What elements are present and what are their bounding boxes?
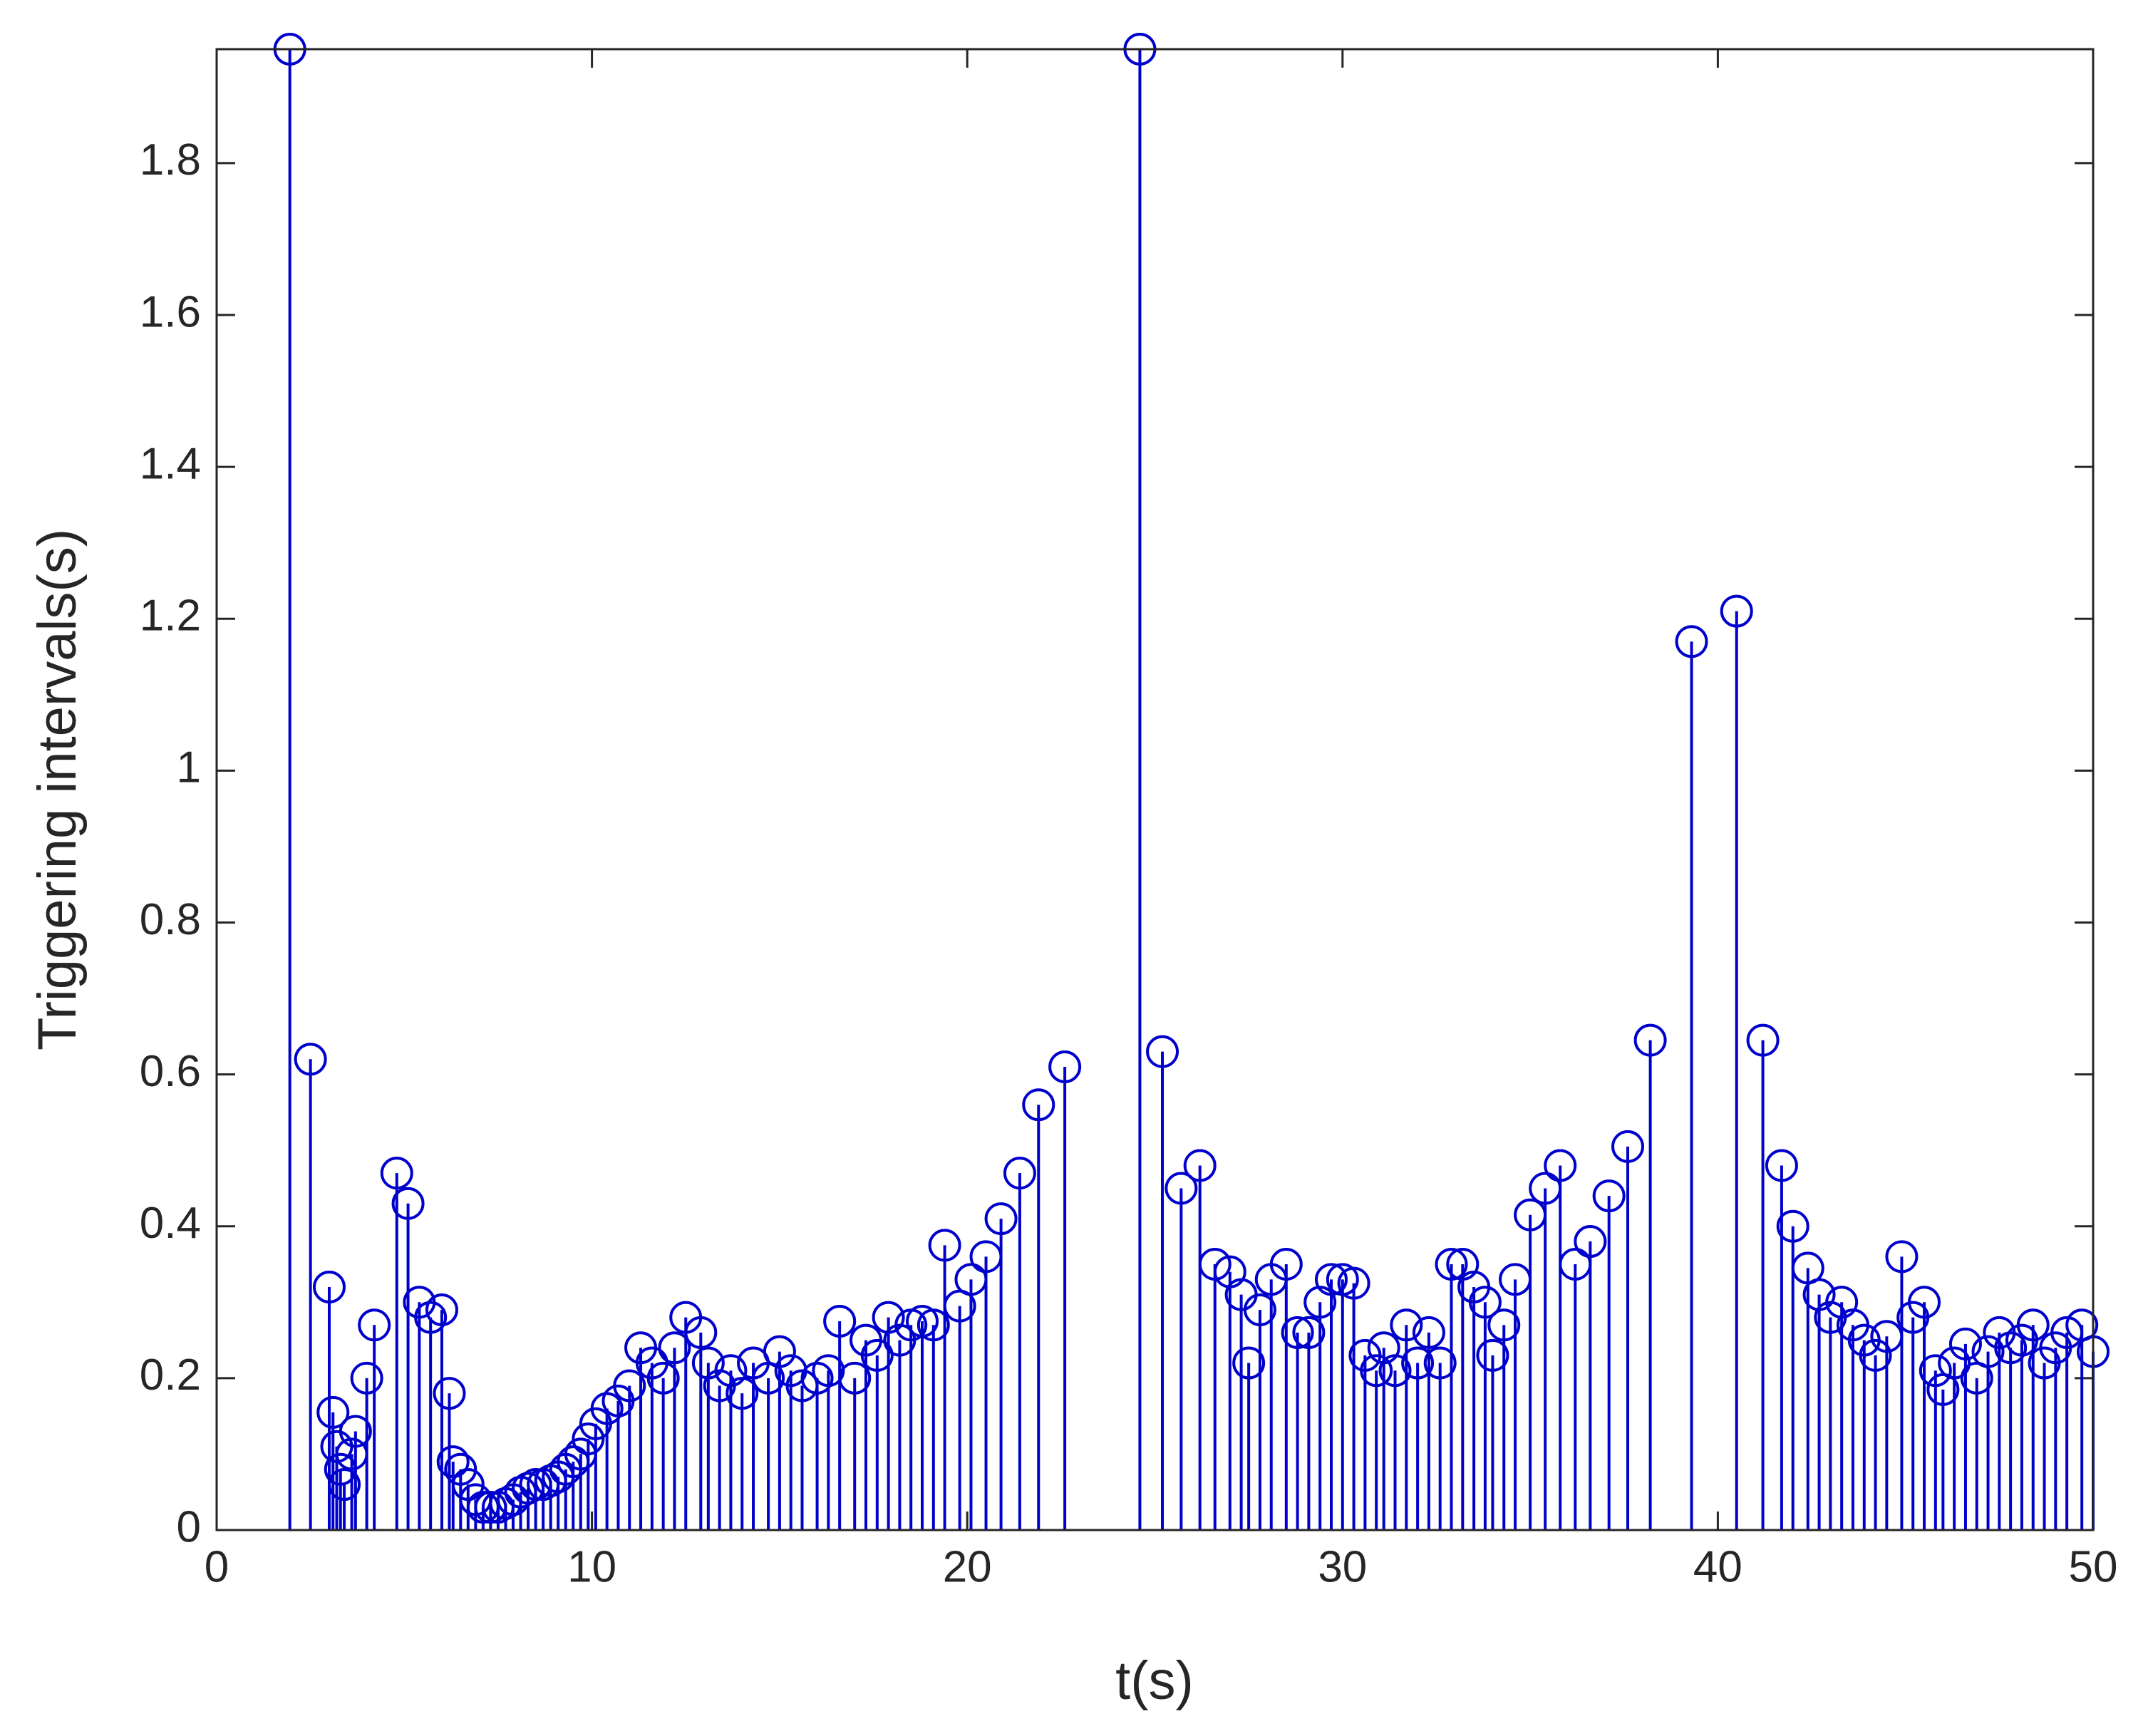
stem-marker <box>1885 1240 1919 1273</box>
stem-marker <box>916 1308 950 1342</box>
stem-marker <box>1544 1149 1577 1182</box>
y-tick-label: 1.4 <box>140 439 201 488</box>
stem-marker <box>1003 1157 1036 1190</box>
stem-marker <box>1243 1293 1276 1326</box>
stem-marker <box>590 1392 624 1425</box>
stem-marker <box>1776 1209 1809 1243</box>
stem-marker <box>1971 1335 2005 1368</box>
stem-marker <box>1948 1327 1982 1360</box>
y-tick-label: 0.4 <box>140 1199 201 1248</box>
y-tick-label: 0.2 <box>140 1350 201 1400</box>
stem-marker <box>391 1187 425 1220</box>
stem-marker <box>684 1316 718 1349</box>
stem-marker <box>984 1202 1018 1236</box>
stem-marker <box>1198 1248 1232 1281</box>
stem-marker <box>1859 1338 1892 1372</box>
stem-marker <box>1675 625 1708 658</box>
stem-marker <box>339 1415 372 1448</box>
x-tick-label: 50 <box>2069 1542 2118 1591</box>
stem-marker <box>312 1270 346 1303</box>
stem-marker <box>1022 1088 1055 1122</box>
stem-marker <box>1378 1354 1412 1388</box>
stem-marker <box>1994 1331 2028 1365</box>
stem-marker <box>433 1377 466 1410</box>
stem-marker <box>1048 1050 1082 1083</box>
stem-marker <box>1401 1346 1435 1380</box>
stem-marker <box>380 1157 413 1190</box>
stem-marker <box>763 1335 796 1368</box>
y-tick-label: 1.2 <box>140 591 201 641</box>
stem-marker <box>316 1395 350 1429</box>
stem-marker <box>1720 594 1753 628</box>
stem-marker <box>1183 1149 1217 1182</box>
stem-marker <box>444 1452 477 1486</box>
stem-marker <box>572 1422 605 1456</box>
y-tick-label: 1.6 <box>140 287 201 336</box>
stem-marker <box>1390 1308 1423 1342</box>
stem-marker <box>1765 1149 1798 1182</box>
y-tick-label: 1 <box>177 743 201 792</box>
y-tick-label: 0.6 <box>140 1047 201 1096</box>
x-tick-label: 30 <box>1318 1542 1367 1591</box>
stem-marker <box>425 1293 458 1326</box>
stem-marker <box>1165 1172 1198 1205</box>
y-axis-label: Triggering intervals(s) <box>27 529 88 1050</box>
x-tick-label: 0 <box>205 1542 229 1591</box>
stem-marker <box>1574 1225 1607 1259</box>
stem-marker <box>1146 1035 1179 1068</box>
stem-marker <box>1908 1286 1941 1319</box>
stem-marker <box>1746 1023 1780 1057</box>
stem-marker <box>860 1338 894 1372</box>
x-tick-label: 40 <box>1693 1542 1742 1591</box>
plot-frame <box>215 48 2095 1531</box>
stem-marker <box>1423 1346 1457 1380</box>
stem-marker <box>1412 1316 1445 1349</box>
y-tick-label: 0 <box>177 1502 201 1551</box>
stem-marker <box>928 1229 961 1262</box>
stem-marker <box>1938 1346 1971 1380</box>
stem-marker <box>1435 1248 1468 1281</box>
stem-marker <box>358 1308 391 1342</box>
stem-marker <box>726 1377 759 1410</box>
stem-marker <box>1337 1266 1370 1300</box>
stem-marker <box>800 1361 834 1395</box>
stem-marker <box>1919 1354 1952 1388</box>
stem-marker <box>294 1043 327 1076</box>
x-tick-label: 10 <box>567 1542 616 1591</box>
stem-marker <box>658 1331 691 1365</box>
stem-marker <box>1592 1179 1626 1213</box>
x-axis-label: t(s) <box>1115 1650 1194 1711</box>
stem-marker <box>1633 1023 1667 1057</box>
stem-marker <box>838 1361 872 1395</box>
x-tick-label: 20 <box>943 1542 992 1591</box>
stem-marker <box>613 1369 646 1402</box>
stem-marker <box>1281 1316 1314 1349</box>
stem-marker <box>414 1301 448 1334</box>
stem-marker <box>1315 1263 1348 1296</box>
stem-marker <box>1468 1286 1502 1319</box>
stem-marker <box>1476 1338 1509 1372</box>
stem-marker <box>451 1468 485 1502</box>
stem-marker <box>2016 1308 2050 1342</box>
y-tick-label: 1.8 <box>140 135 201 185</box>
stem-marker <box>1360 1354 1393 1388</box>
y-tick-label: 0.8 <box>140 895 201 944</box>
stem-marker <box>646 1361 680 1395</box>
stem-marker <box>1292 1316 1326 1349</box>
stem-marker <box>1487 1308 1521 1342</box>
stem-marker <box>1269 1248 1303 1281</box>
stem-marker <box>436 1445 470 1479</box>
stem-marker <box>328 1468 361 1502</box>
stem-marker <box>823 1304 857 1338</box>
stem-marker <box>1232 1346 1266 1380</box>
stem-marker <box>350 1361 383 1395</box>
stem-marker <box>1611 1130 1645 1163</box>
